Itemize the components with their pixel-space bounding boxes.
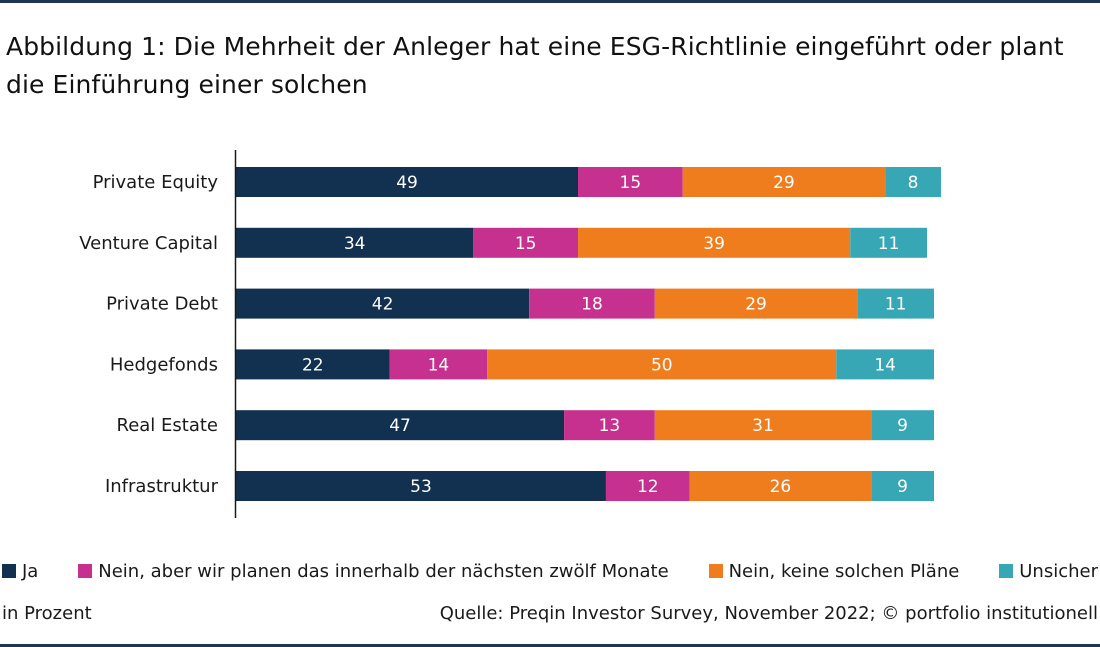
data-label: 29 [773,173,795,193]
legend-item: Nein, keine solchen Pläne [708,560,960,582]
unit-note: in Prozent [2,602,92,624]
data-label: 53 [410,477,432,497]
legend-swatch [78,564,93,578]
data-label: 15 [515,234,537,254]
stacked-bar-chart: Private Equity 49 15 29 8 Venture Capital 34 15… [79,150,941,518]
bar-segment [654,410,872,441]
bottom-rule [0,644,1100,647]
data-label: 15 [620,173,642,193]
legend-item: Nein, aber wir planen das innerhalb der … [78,560,669,582]
bar-segment [236,349,390,380]
data-label: 18 [581,295,603,315]
category-label: Venture Capital [79,233,218,254]
data-label: 26 [770,477,792,497]
bar-segment [857,288,934,319]
bar-segment [236,227,474,258]
category-label: Real Estate [117,415,219,436]
legend-swatch [708,564,723,578]
legend-label: Unsicher [1019,560,1098,582]
bar-segment [578,227,851,258]
category-label: Private Debt [106,294,218,315]
legend-item: Unsicher [999,561,1098,582]
source-note: Quelle: Preqin Investor Survey, November… [439,602,1098,624]
bar-segment [236,410,565,441]
bar-segment [885,167,941,197]
data-label: 29 [745,295,767,315]
data-label: 8 [908,173,919,193]
chart-title: Abbildung 1: Die Mehrheit der Anleger ha… [6,32,1064,99]
chart-footer: in Prozent Quelle: Preqin Investor Surve… [2,600,1098,626]
data-label: 50 [651,355,673,375]
chart-legend: Ja Nein, aber wir planen das innerhalb de… [2,557,1098,585]
data-label: 14 [874,355,896,375]
bar-segment [871,410,934,441]
legend-label: Nein, aber wir planen das innerhalb der … [98,560,669,582]
data-label: 9 [897,416,908,436]
category-label: Hedgefonds [110,354,218,375]
bar-segment [689,471,872,501]
data-label: 31 [752,416,774,436]
category-label: Private Equity [93,172,219,193]
top-rule [0,0,1100,3]
data-label: 9 [897,477,908,497]
legend-label: Ja [22,560,39,582]
bar-segment [605,471,690,501]
bar-segment [236,167,579,197]
bar-segment [236,288,530,319]
bar-segment [564,410,655,441]
bar-segment [654,288,858,319]
bar-segment [836,349,934,380]
bar-segment [487,349,837,380]
bar-segment [682,167,886,197]
bar-segment [473,227,579,258]
bar-segment [529,288,655,319]
bar-segment [389,349,488,380]
bar-segment [578,167,683,197]
data-label: 39 [703,234,725,254]
data-label: 14 [428,355,450,375]
data-label: 49 [396,173,418,193]
bar-segment [850,227,928,258]
bar-segment [871,471,934,501]
category-label: Infrastruktur [105,476,219,497]
bar-segment [236,471,606,501]
data-label: 22 [302,355,324,375]
legend-item: Ja [2,561,38,582]
legend-swatch [999,564,1014,578]
legend-swatch [2,564,16,578]
data-label: 47 [389,416,411,436]
data-label: 11 [885,295,907,315]
data-label: 11 [878,234,900,254]
legend-label: Nein, keine solchen Pläne [728,560,960,582]
data-label: 34 [344,234,366,254]
data-label: 42 [372,295,394,315]
data-label: 12 [637,477,659,497]
data-label: 13 [599,416,621,436]
